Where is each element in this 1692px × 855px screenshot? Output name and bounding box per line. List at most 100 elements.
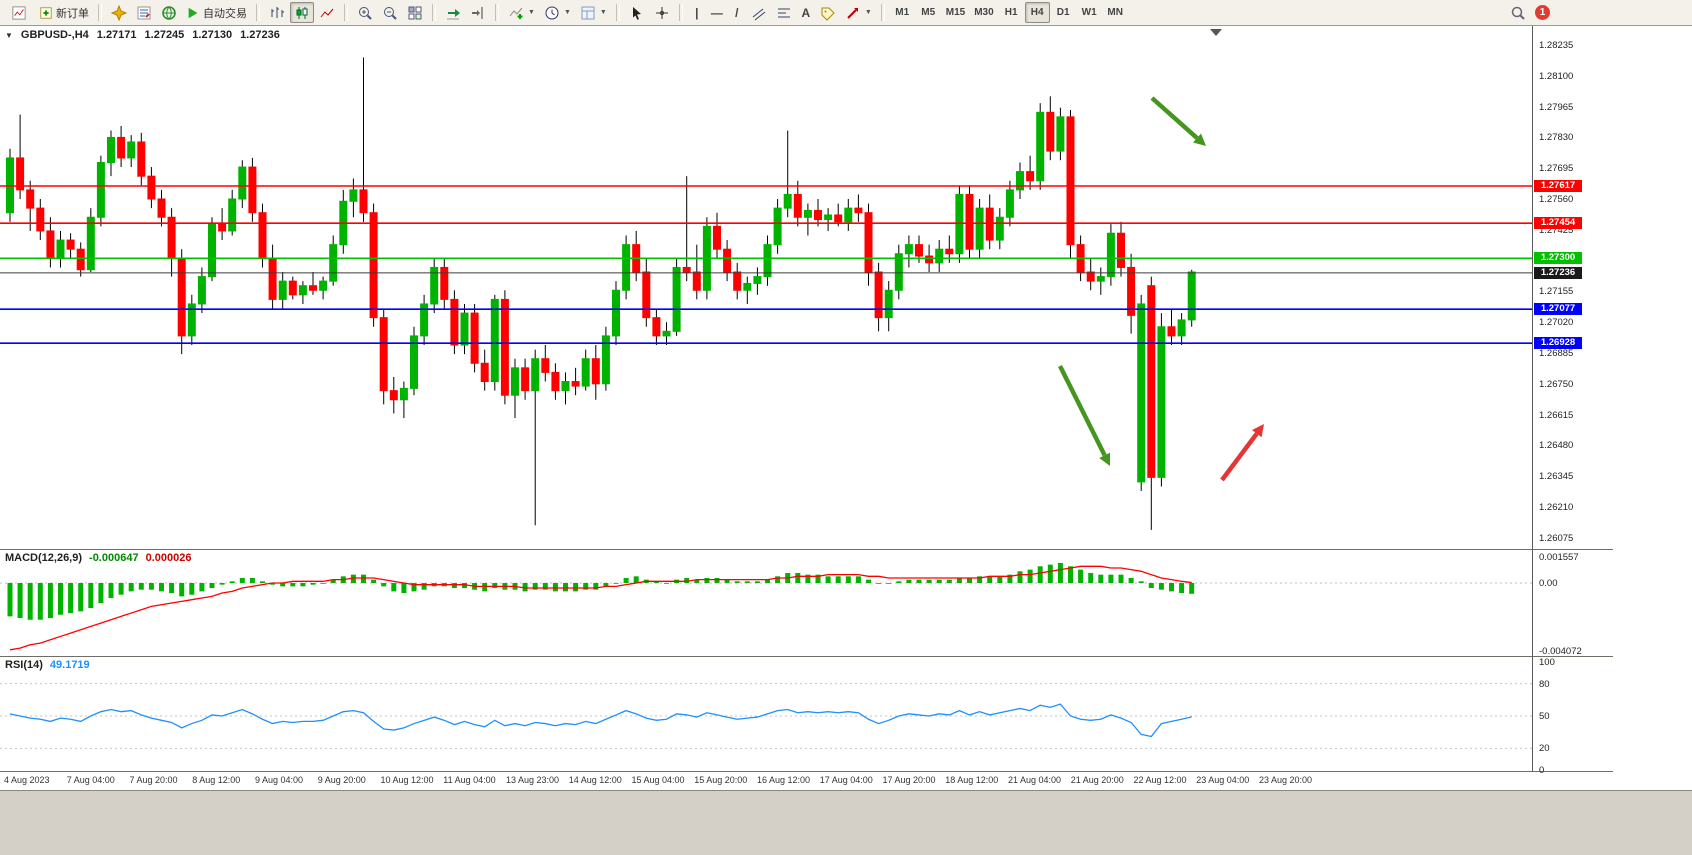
macd-histogram-bar bbox=[825, 576, 831, 583]
macd-histogram-bar bbox=[896, 581, 902, 583]
templates-button[interactable]: ▼ bbox=[576, 2, 611, 23]
timeframe-button-m5[interactable]: M5 bbox=[916, 2, 941, 23]
text-tool-button[interactable]: A bbox=[797, 2, 815, 23]
price-scale-tick: 1.26210 bbox=[1539, 502, 1574, 513]
macd-histogram-bar bbox=[169, 583, 175, 594]
chart-shift-button[interactable] bbox=[466, 2, 490, 23]
timeframe-button-m30[interactable]: M30 bbox=[970, 2, 997, 23]
macd-histogram-bar bbox=[401, 583, 407, 594]
timeframe-button-d1[interactable]: D1 bbox=[1051, 2, 1076, 23]
chart-shift-marker[interactable] bbox=[1210, 29, 1222, 36]
trend-arrow-object[interactable] bbox=[1150, 96, 1199, 140]
candle bbox=[965, 185, 974, 259]
candle bbox=[763, 235, 772, 286]
zoom-in-button[interactable] bbox=[353, 2, 377, 23]
candlestick-chart-button[interactable] bbox=[290, 2, 314, 23]
channel-tool-button[interactable] bbox=[747, 2, 771, 23]
macd-histogram-bar bbox=[229, 581, 235, 583]
community-button[interactable] bbox=[157, 2, 181, 23]
fibonacci-tool-button[interactable] bbox=[772, 2, 796, 23]
price-scale[interactable]: 1.28235 1.28100 1.27965 1.27830 1.27695 1.275… bbox=[1532, 26, 1613, 776]
candle bbox=[470, 303, 479, 373]
candle bbox=[66, 233, 75, 259]
macd-histogram-bar bbox=[138, 583, 144, 590]
candle bbox=[359, 57, 368, 222]
macd-histogram-bar bbox=[179, 583, 185, 597]
timeframe-button-mn[interactable]: MN bbox=[1103, 2, 1128, 23]
macd-histogram-bar bbox=[744, 581, 750, 583]
timeframe-button-h4[interactable]: H4 bbox=[1024, 2, 1050, 23]
horizontal-line-tool-button[interactable]: — bbox=[707, 2, 727, 23]
panel-separator[interactable] bbox=[0, 549, 1613, 550]
zoom-out-button[interactable] bbox=[378, 2, 402, 23]
macd-histogram-bar bbox=[361, 574, 366, 583]
compass-button[interactable] bbox=[107, 2, 131, 23]
chart-window[interactable]: ▼ GBPUSD-,H4 1.27171 1.27245 1.27130 1.2… bbox=[0, 26, 1692, 791]
collapse-chart-icon[interactable]: ▼ bbox=[5, 30, 13, 40]
macd-histogram-bar bbox=[1138, 581, 1144, 583]
macd-histogram-bar bbox=[310, 583, 316, 585]
panel-separator[interactable] bbox=[0, 771, 1613, 772]
label-tool-button[interactable] bbox=[816, 2, 840, 23]
line-chart-button[interactable] bbox=[315, 2, 339, 23]
dropdown-caret-icon: ▼ bbox=[563, 9, 571, 16]
macd-histogram-bar bbox=[189, 583, 195, 595]
price-level-badge: 1.27454 bbox=[1534, 217, 1582, 230]
separator bbox=[256, 4, 260, 21]
candle bbox=[854, 194, 863, 222]
notification-badge[interactable]: 1 bbox=[1535, 5, 1550, 20]
candle bbox=[1096, 267, 1105, 295]
bar-chart-button[interactable] bbox=[265, 2, 289, 23]
auto-scroll-button[interactable] bbox=[441, 2, 465, 23]
price-scale-tick: 1.28235 bbox=[1539, 40, 1574, 51]
compass-icon bbox=[111, 4, 127, 21]
candle bbox=[208, 217, 216, 282]
periods-button[interactable]: ▼ bbox=[540, 2, 575, 23]
timeframe-button-w1[interactable]: W1 bbox=[1077, 2, 1102, 23]
tile-windows-button[interactable] bbox=[403, 2, 427, 23]
macd-histogram-bar bbox=[27, 583, 33, 620]
price-level-badge: 1.27300 bbox=[1534, 252, 1582, 265]
new-order-button[interactable]: 新订单 bbox=[35, 2, 93, 23]
macd-histogram-bar bbox=[1118, 574, 1124, 583]
macd-histogram-bar bbox=[916, 579, 922, 583]
candle bbox=[723, 240, 732, 282]
crosshair-button[interactable] bbox=[650, 2, 674, 23]
vertical-line-tool-button[interactable]: | bbox=[688, 2, 706, 23]
trend-arrow-object[interactable] bbox=[1220, 432, 1259, 482]
candle bbox=[46, 217, 55, 268]
timeframe-button-m15[interactable]: M15 bbox=[942, 2, 969, 23]
candle bbox=[399, 381, 408, 419]
timeframe-button-m1[interactable]: M1 bbox=[890, 2, 915, 23]
time-axis[interactable]: 4 Aug 2023 7 Aug 04:00 7 Aug 20:00 8 Aug 12… bbox=[0, 772, 1613, 790]
rsi-scale-tick: 20 bbox=[1539, 743, 1550, 755]
macd-histogram-bar bbox=[209, 583, 215, 589]
arrows-tool-button[interactable]: ▼ bbox=[841, 2, 876, 23]
macd-histogram-bar bbox=[1158, 583, 1164, 590]
auto-trading-button[interactable]: 自动交易 bbox=[182, 2, 251, 23]
trend-arrow-object[interactable] bbox=[1057, 364, 1107, 457]
zoom-in-icon bbox=[359, 6, 372, 20]
macd-histogram-bar bbox=[37, 583, 43, 620]
panel-separator[interactable] bbox=[0, 656, 1613, 657]
metaeditor-button[interactable] bbox=[132, 2, 156, 23]
trendline-tool-button[interactable]: / bbox=[728, 2, 746, 23]
candle bbox=[713, 212, 721, 259]
price-chart-canvas[interactable] bbox=[0, 26, 1532, 772]
price-level-badge: 1.27617 bbox=[1534, 179, 1582, 192]
candle bbox=[612, 281, 620, 346]
time-axis-label: 11 Aug 04:00 bbox=[443, 775, 496, 785]
macd-histogram-bar bbox=[754, 581, 760, 583]
rsi-scale-tick: 0 bbox=[1539, 765, 1545, 776]
timeframe-button-h1[interactable]: H1 bbox=[999, 2, 1024, 23]
separator bbox=[615, 4, 620, 21]
macd-histogram-bar bbox=[603, 583, 609, 587]
candle bbox=[177, 249, 186, 355]
rsi-line bbox=[9, 703, 1192, 738]
macd-histogram-bar bbox=[956, 577, 962, 583]
indicators-button[interactable]: ▼ bbox=[504, 2, 539, 23]
search-icon[interactable] bbox=[1510, 5, 1526, 21]
new-order-label: 新订单 bbox=[56, 7, 89, 20]
cursor-button[interactable] bbox=[625, 2, 649, 23]
candle bbox=[824, 208, 833, 231]
